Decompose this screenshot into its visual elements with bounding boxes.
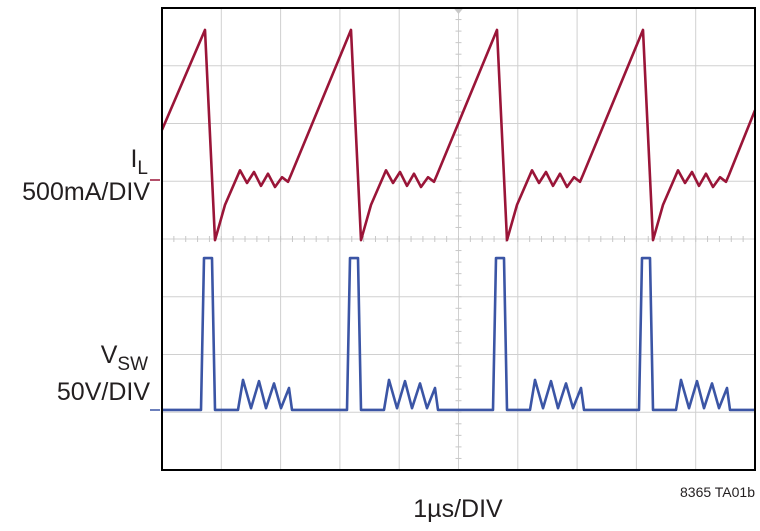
trace: [162, 256, 755, 412]
trace: [160, 28, 757, 242]
x-axis-label: 1µs/DIV: [413, 495, 503, 523]
series-name-sub: L: [137, 158, 148, 179]
series-label: VSW: [101, 341, 148, 375]
series-name-sub: SW: [117, 354, 148, 375]
plot-border: [161, 7, 756, 471]
series-scale: 500mA/DIV: [22, 178, 150, 206]
center-marker: [453, 8, 464, 14]
series-name: I: [130, 145, 137, 173]
series-name: V: [101, 341, 118, 369]
figure-note: 8365 TA01b: [680, 484, 755, 500]
series-label: IL: [130, 145, 148, 179]
series-scale: 50V/DIV: [57, 378, 150, 406]
